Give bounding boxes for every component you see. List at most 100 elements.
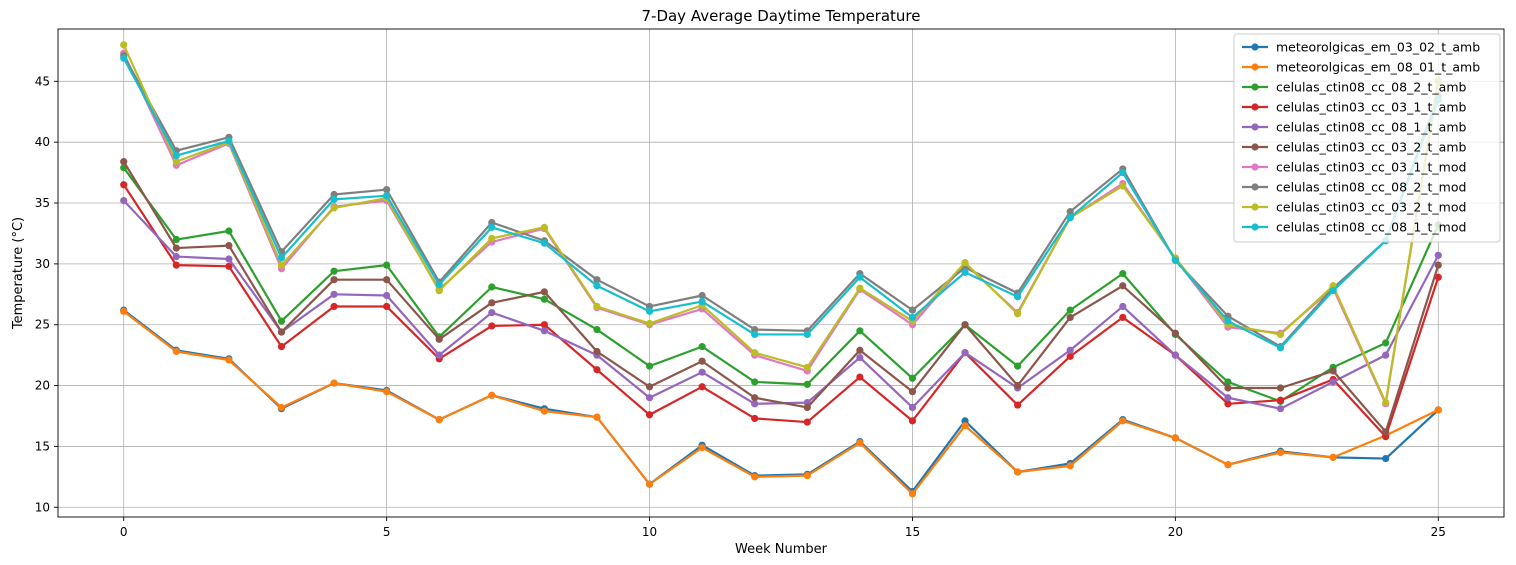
data-point <box>645 394 654 402</box>
y-tick-label: 10 <box>35 500 50 514</box>
data-point <box>751 400 759 408</box>
x-tick-label: 20 <box>1168 525 1183 539</box>
data-point <box>1382 428 1390 436</box>
x-tick-label: 15 <box>905 525 920 539</box>
x-tick-label: 10 <box>642 525 657 539</box>
data-point <box>540 223 548 231</box>
plot-area-frame <box>57 28 1505 518</box>
series-6 <box>120 158 1442 436</box>
data-point <box>1066 352 1074 360</box>
data-point <box>172 235 180 244</box>
data-point <box>1224 394 1232 402</box>
legend-box <box>1233 33 1501 243</box>
data-point <box>908 313 917 322</box>
data-point <box>1276 405 1285 413</box>
data-point <box>803 472 811 480</box>
data-point <box>435 287 443 295</box>
data-point <box>1276 448 1285 457</box>
data-point <box>1014 362 1022 370</box>
data-point <box>593 325 601 334</box>
data-point <box>1276 384 1285 392</box>
data-point <box>593 276 601 284</box>
data-point <box>330 379 338 387</box>
data-point <box>1014 293 1022 301</box>
series-line <box>122 184 1440 438</box>
data-point <box>540 321 548 329</box>
data-point <box>383 291 391 300</box>
data-point <box>1066 207 1074 216</box>
data-point <box>751 473 759 481</box>
legend-label: meteorolgicas_em_08_01_t_amb <box>1276 60 1480 75</box>
legend-marker <box>1251 123 1259 131</box>
data-point <box>856 346 864 354</box>
data-point <box>488 299 496 307</box>
legend-marker <box>1251 103 1259 111</box>
data-point <box>698 368 706 376</box>
data-point <box>803 380 811 388</box>
legend-label: celulas_ctin08_cc_08_1_t_mod <box>1276 220 1466 235</box>
data-point <box>277 403 286 412</box>
axis-ticks: 0 5 10 15 20 25 10 15 20 25 30 35 40 45 <box>35 74 1446 539</box>
data-point <box>540 288 548 296</box>
data-point <box>803 403 811 412</box>
data-point <box>751 414 759 423</box>
data-point <box>225 137 233 145</box>
legend-marker <box>1251 223 1259 231</box>
data-point <box>856 439 864 447</box>
data-point <box>1276 344 1285 352</box>
data-point <box>1382 351 1390 359</box>
data-point <box>1382 339 1390 347</box>
data-point <box>1276 330 1285 339</box>
data-point <box>225 255 233 263</box>
data-point <box>698 343 706 351</box>
data-point <box>120 54 128 62</box>
data-point <box>120 41 128 49</box>
data-point <box>1276 396 1285 404</box>
data-point <box>1382 399 1390 407</box>
data-point <box>908 417 917 425</box>
data-point <box>540 295 548 303</box>
data-point <box>698 357 706 365</box>
data-point <box>1014 381 1022 390</box>
data-point <box>645 411 654 419</box>
data-point <box>1066 313 1074 322</box>
data-point <box>1171 256 1179 264</box>
y-tick-label: 40 <box>35 135 50 149</box>
data-point <box>1066 346 1074 354</box>
data-point <box>1224 461 1232 469</box>
legend-marker <box>1251 83 1259 91</box>
data-point <box>225 227 233 235</box>
data-point <box>383 186 391 194</box>
data-point <box>330 195 338 203</box>
data-point <box>1224 378 1232 386</box>
data-point <box>1224 317 1232 325</box>
chart-title: 7-Day Average Daytime Temperature <box>641 7 920 25</box>
series-line <box>123 310 1439 495</box>
data-point <box>593 413 601 421</box>
x-tick-label: 0 <box>120 525 128 539</box>
x-axis-label: Week Number <box>735 542 828 557</box>
x-tick-label: 25 <box>1431 525 1446 539</box>
data-point <box>1066 214 1074 222</box>
data-point <box>1119 417 1127 425</box>
data-point <box>1434 251 1442 259</box>
data-point <box>172 158 180 166</box>
data-point <box>1329 287 1337 295</box>
data-point <box>908 403 917 412</box>
data-point <box>645 383 654 391</box>
data-point <box>751 378 759 386</box>
data-point <box>1014 310 1022 318</box>
data-point <box>1171 434 1179 442</box>
data-point <box>908 388 917 396</box>
data-point <box>593 366 601 374</box>
data-point <box>488 322 496 330</box>
data-point <box>1224 400 1232 408</box>
x-tick-label: 5 <box>383 525 391 539</box>
grid <box>58 29 1504 517</box>
data-point <box>1014 401 1022 409</box>
data-point <box>277 261 286 269</box>
legend-marker <box>1251 163 1259 171</box>
data-point <box>645 307 654 315</box>
